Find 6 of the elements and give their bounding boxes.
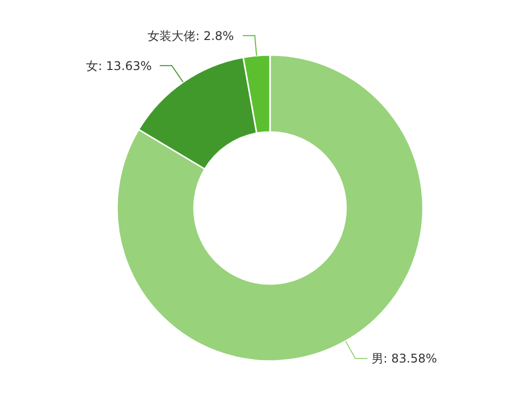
data-label: : 13.63% <box>98 58 152 73</box>
slice-label: 男 <box>371 352 384 366</box>
slice-label: 女 <box>86 58 98 73</box>
slice-label: 女装大佬 <box>148 28 196 43</box>
data-label: : 2.8% <box>196 28 234 43</box>
data-label: : 83.58% <box>383 352 437 366</box>
